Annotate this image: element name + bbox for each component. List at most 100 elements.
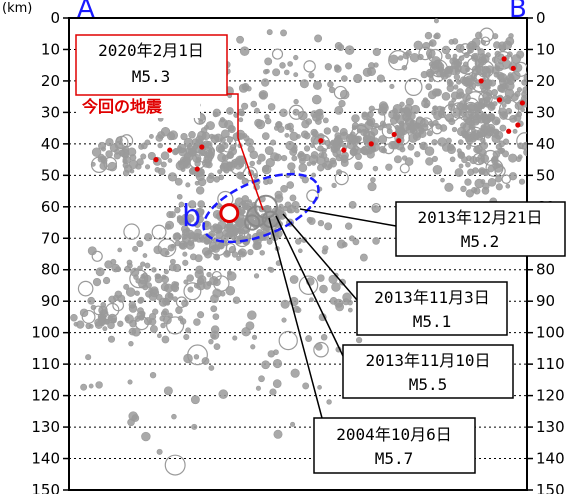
tick-label: 90 [536,292,555,310]
event-point [185,182,191,188]
event-point [225,223,232,230]
tick-label: 40 [41,135,60,153]
event-point [424,31,433,40]
event-point [185,327,191,334]
event-point [122,162,129,169]
event-point [400,107,410,117]
event-point [238,231,244,237]
event-point [317,274,325,282]
event-point [195,171,205,182]
tick-label: 150 [536,481,565,494]
event-point [287,162,296,171]
tick-label: 50 [41,166,60,184]
event-point [459,76,468,84]
tick-label: 20 [41,72,60,90]
event-point [85,354,92,361]
event-point [405,49,412,56]
event-point [362,67,372,77]
event-point [193,354,200,360]
event-point [222,229,230,237]
event-point [299,79,309,89]
event-point [289,194,297,202]
event-point [149,371,157,379]
event-point [143,274,152,283]
event-point [288,104,304,120]
event-point [493,41,501,49]
event-point [183,282,202,301]
event-point [295,238,302,245]
event-point [497,72,508,83]
event-point [289,275,299,284]
tick-label: 90 [41,292,60,310]
callout-2020: 2020年2月1日 M5.3 [75,34,228,96]
event-point [351,125,357,131]
event-point [432,165,443,175]
callout-20131221: 2013年12月21日 M5.2 [395,201,566,257]
event-point [219,136,226,143]
event-point [160,127,171,137]
event-point [203,250,212,259]
event-point [311,172,317,178]
event-point [273,429,283,439]
tick-label: 120 [31,387,60,405]
event-point [310,110,318,118]
tick-label: 150 [31,481,60,494]
event-point [336,169,343,176]
event-point [311,94,322,105]
event-point [103,318,110,325]
event-point [236,171,244,180]
event-point [220,291,226,297]
event-point [291,155,298,162]
event-point [344,222,353,230]
event-point [393,155,402,164]
red-event-point [199,144,205,150]
event-point [355,135,362,142]
event-point [272,358,283,369]
event-point [236,35,244,44]
event-point [484,96,491,103]
event-point [266,238,273,245]
event-point [128,340,134,347]
event-point [340,159,349,167]
event-point [427,90,437,100]
event-point [117,247,122,253]
event-point [160,322,166,329]
event-point [134,290,140,296]
event-point [423,102,430,109]
event-point [370,127,379,136]
event-point [181,225,189,233]
event-point [186,241,195,250]
event-point [151,267,157,273]
event-point [135,278,141,284]
event-point [172,263,182,273]
event-point [261,78,270,87]
event-point [329,297,338,305]
event-point [485,52,491,58]
callout-date: 2013年12月21日 [417,208,542,227]
event-point [160,161,167,168]
event-point [303,145,311,152]
event-point [70,314,78,322]
event-point [311,160,317,166]
event-point [383,143,395,155]
event-point [218,389,229,399]
leader-20131221 [299,208,397,227]
event-point [475,45,481,51]
event-point [414,151,421,158]
event-point [182,242,188,248]
event-point [481,40,486,45]
event-point [501,83,507,88]
event-point [481,186,490,195]
event-point [92,277,102,287]
event-point [197,275,207,284]
event-point [465,144,472,150]
red-event-point [519,100,526,106]
event-point [425,48,436,59]
event-point [280,185,288,193]
event-point [476,128,486,138]
event-point [378,135,388,144]
event-point [298,275,319,295]
event-point [352,238,360,246]
event-point [284,123,292,131]
event-point [208,365,215,371]
